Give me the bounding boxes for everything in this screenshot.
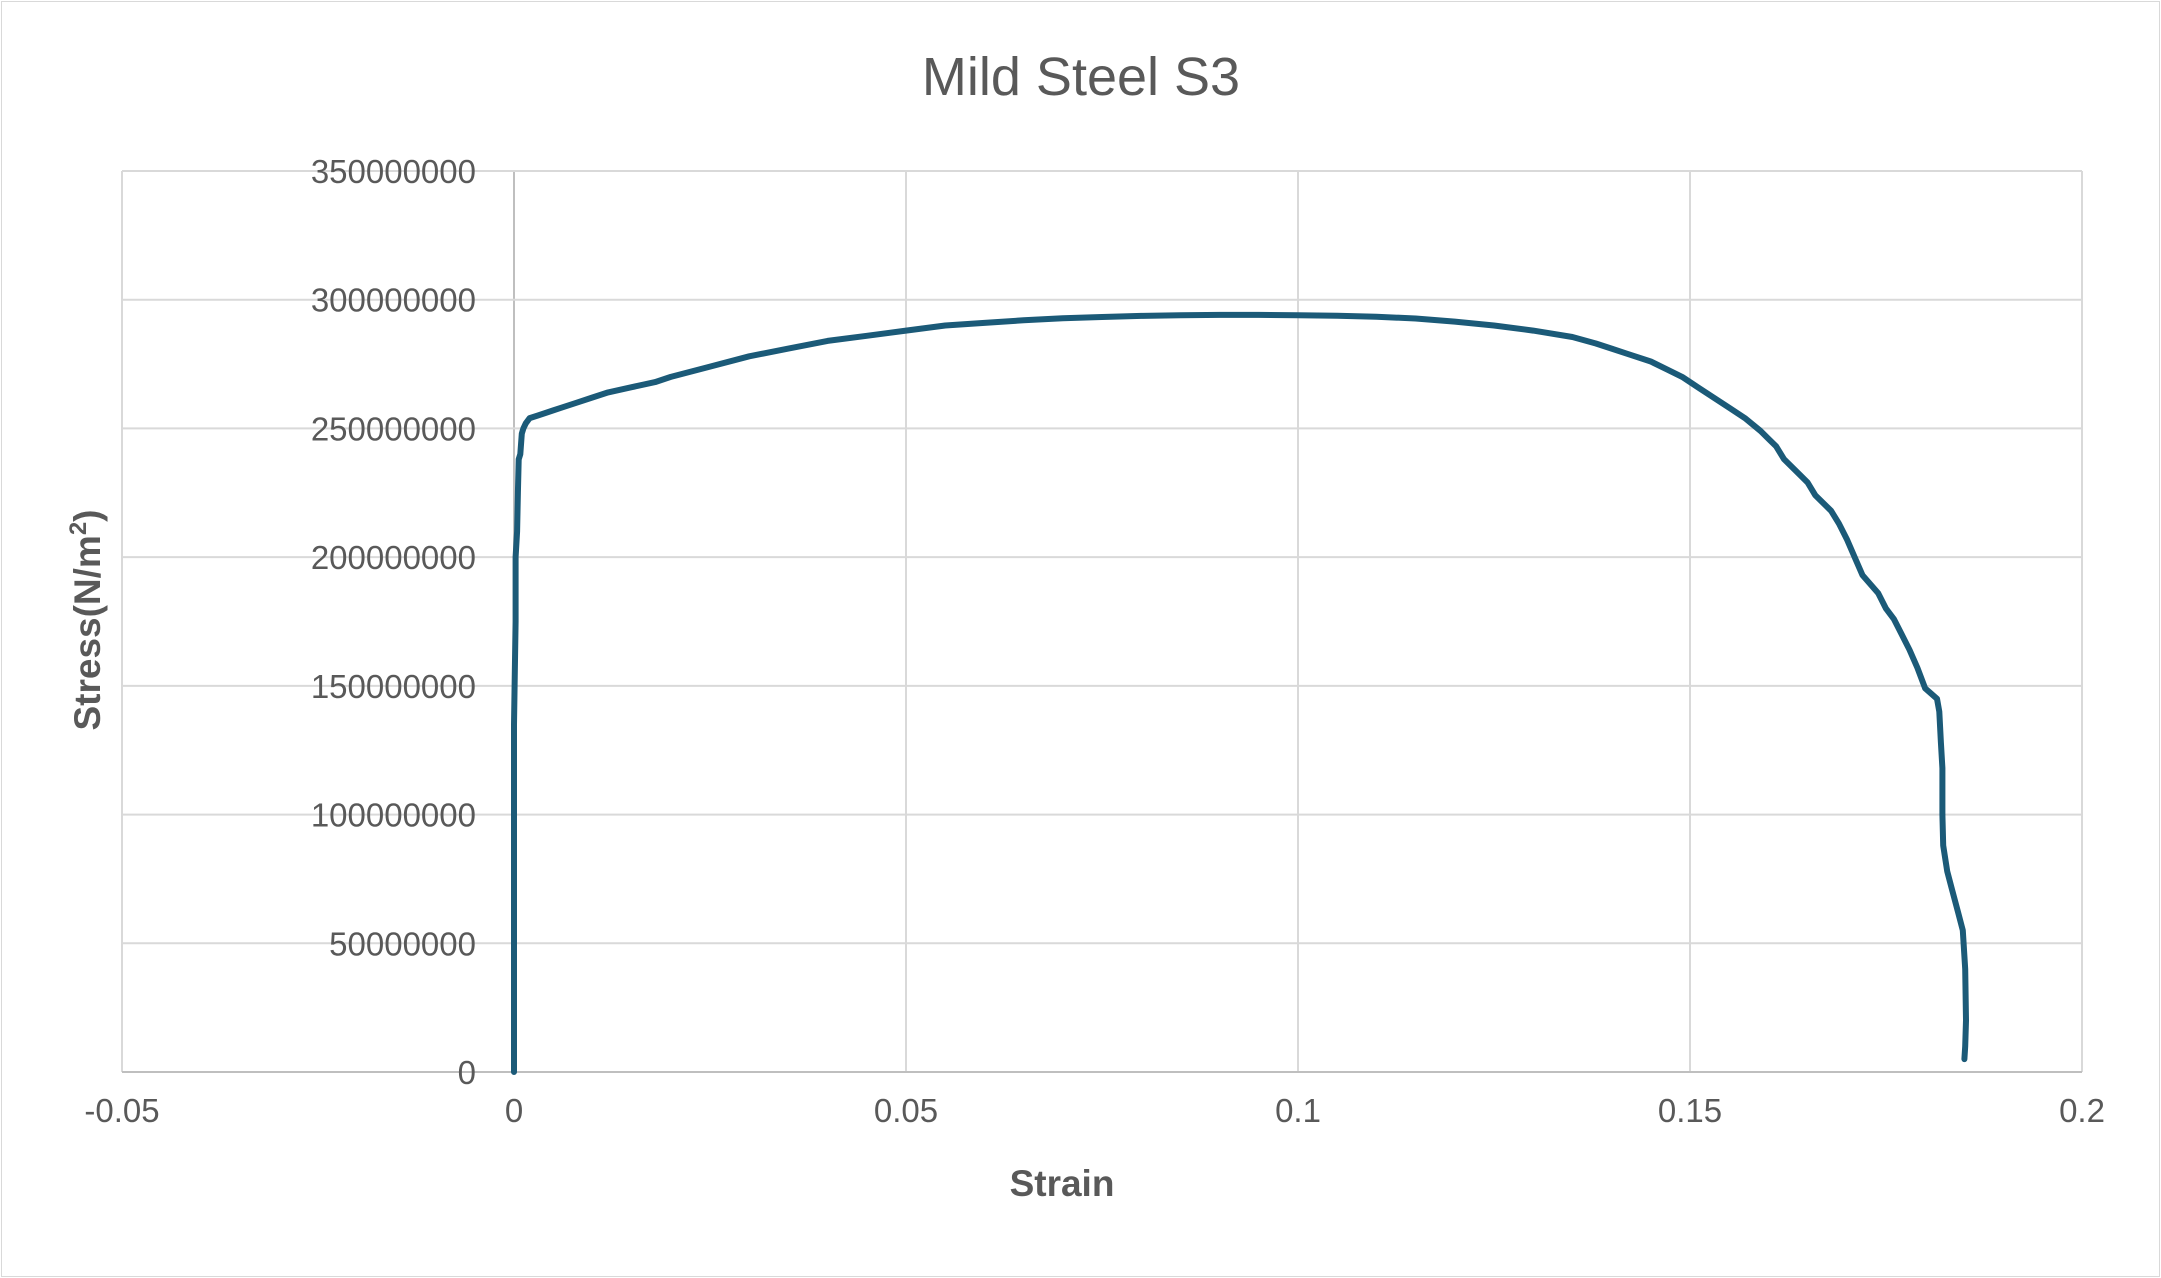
- series-layer: [511, 311, 1969, 1075]
- y-axis-title-sup: 2: [65, 522, 92, 535]
- x-tick-label-4: 0.15: [1658, 1092, 1722, 1129]
- y-tick-label-4: 200000000: [311, 539, 476, 576]
- x-tick-label-5: 0.2: [2059, 1092, 2105, 1129]
- y-tick-label-5: 250000000: [311, 410, 476, 447]
- y-axis-title-end: ): [67, 509, 108, 521]
- y-tick-label-3: 150000000: [311, 668, 476, 705]
- y-tick-label-2: 100000000: [311, 797, 476, 834]
- y-tick-label-0: 0: [458, 1054, 476, 1091]
- y-axis-title: Stress(N/m2): [65, 509, 108, 730]
- x-axis-title: Strain: [1010, 1163, 1115, 1204]
- y-axis-title-main: Stress(N/m: [67, 535, 108, 730]
- y-tick-label-1: 50000000: [329, 925, 476, 962]
- y-tick-label-7: 350000000: [311, 153, 476, 190]
- x-tick-label-2: 0.05: [874, 1092, 938, 1129]
- tick-layer: -0.05 0 0.05 0.1 0.15 0.2 0 50000000 100000000 15…: [84, 153, 2105, 1129]
- y-tick-label-6: 300000000: [311, 282, 476, 319]
- x-tick-label-1: 0: [505, 1092, 523, 1129]
- x-tick-label-0: -0.05: [84, 1092, 159, 1129]
- chart-title: Mild Steel S3: [922, 47, 1240, 107]
- x-tick-label-3: 0.1: [1275, 1092, 1321, 1129]
- series-line-0: [511, 311, 1969, 1075]
